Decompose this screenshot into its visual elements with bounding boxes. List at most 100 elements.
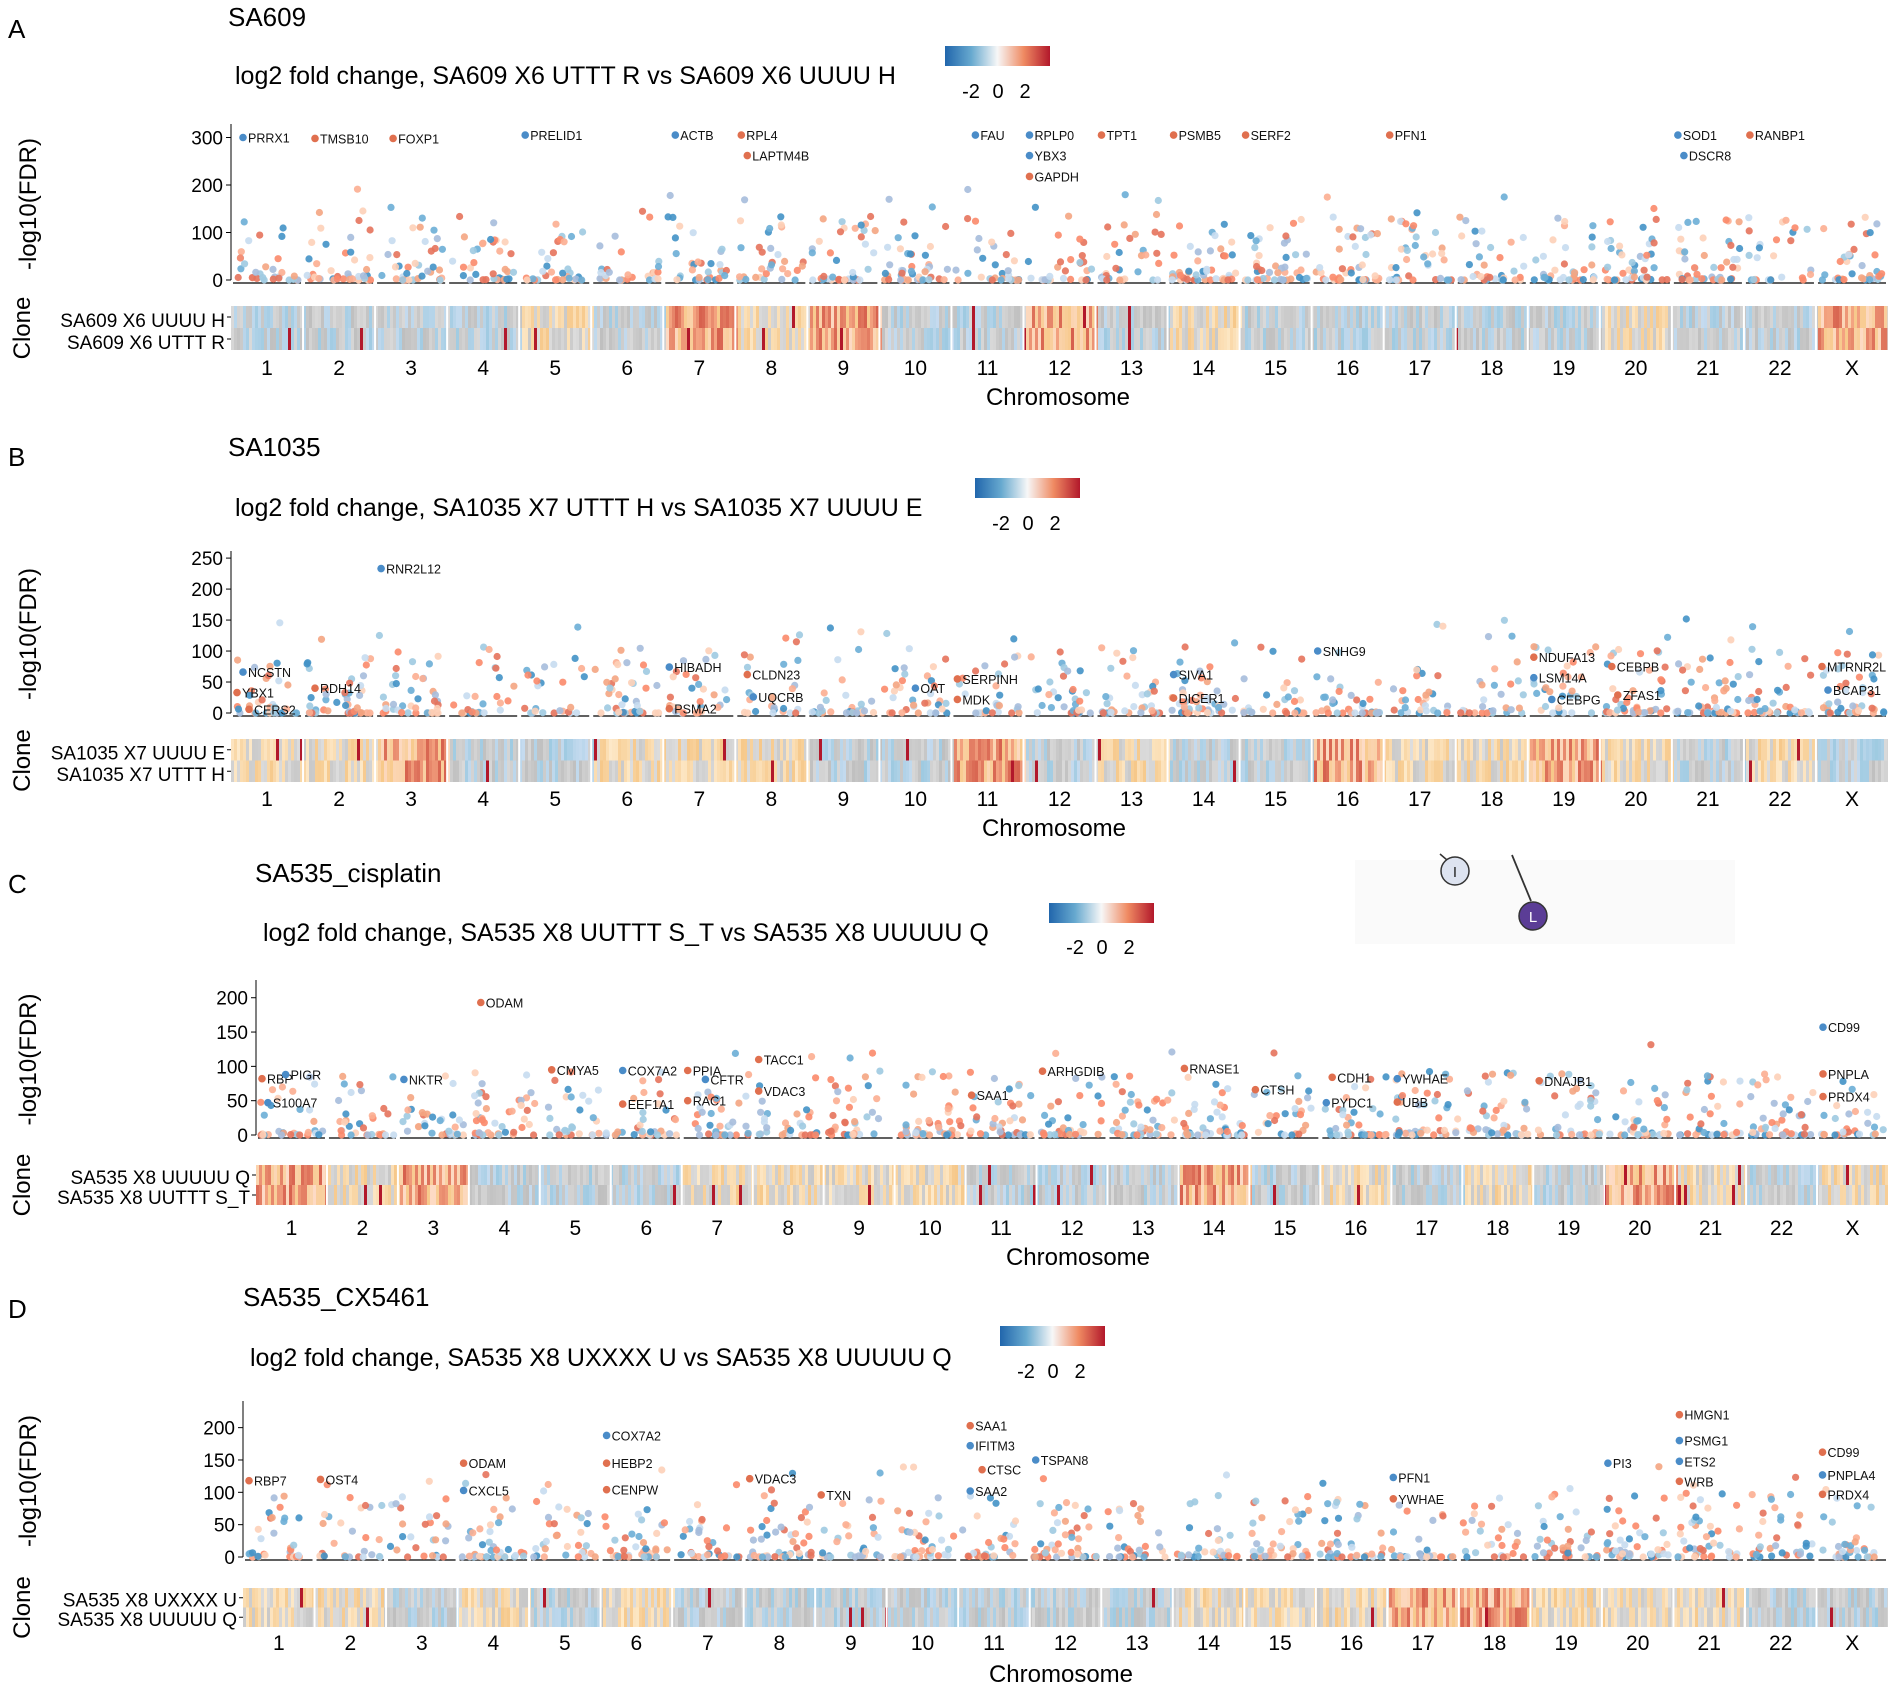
clone-stripe bbox=[1179, 328, 1183, 350]
scatter-point bbox=[888, 709, 896, 717]
scatter-point bbox=[1382, 1130, 1390, 1139]
scatter-point bbox=[1736, 1100, 1744, 1108]
scatter-point bbox=[543, 262, 551, 270]
clone-stripe bbox=[945, 739, 949, 761]
clone-stripe bbox=[1566, 760, 1570, 782]
scatter-point bbox=[721, 686, 729, 694]
clone-stripe bbox=[435, 760, 439, 782]
clone-stripe bbox=[1665, 328, 1669, 350]
clone-stripe bbox=[1125, 739, 1129, 761]
clone-stripe bbox=[699, 739, 703, 761]
clone-stripe bbox=[255, 760, 259, 782]
scatter-point bbox=[1216, 1127, 1224, 1135]
clone-stripe bbox=[1773, 739, 1777, 761]
scatter-point bbox=[1807, 671, 1815, 679]
clone-stripe bbox=[654, 760, 658, 782]
scatter-point bbox=[943, 709, 951, 717]
scatter-point bbox=[1729, 680, 1737, 688]
clone-stripe bbox=[1296, 760, 1300, 782]
clone-stripe bbox=[1776, 306, 1780, 328]
scatter-point bbox=[1069, 685, 1077, 694]
scatter-point bbox=[418, 1109, 426, 1117]
clone-stripe bbox=[1185, 760, 1189, 782]
scatter-point bbox=[472, 1110, 480, 1118]
gene-label: TPT1 bbox=[1107, 129, 1138, 143]
clone-stripe bbox=[897, 306, 901, 328]
scatter-point bbox=[523, 1106, 531, 1114]
panel-letter: C bbox=[8, 869, 27, 899]
clone-stripe bbox=[1209, 306, 1213, 328]
clone-stripe bbox=[375, 328, 379, 350]
scatter-point bbox=[1302, 1121, 1310, 1129]
clone-stripe bbox=[1098, 306, 1102, 328]
clone-stripe bbox=[1596, 739, 1600, 761]
clone-stripe bbox=[1836, 739, 1840, 761]
clone-stripe bbox=[1722, 739, 1726, 761]
scatter-point bbox=[381, 1131, 390, 1139]
clone-stripe bbox=[1770, 306, 1774, 328]
scatter-point bbox=[1061, 267, 1069, 275]
scatter-point bbox=[578, 276, 586, 284]
clone-stripe bbox=[978, 739, 982, 761]
clone-stripe bbox=[1635, 739, 1639, 761]
clone-stripe bbox=[723, 739, 727, 761]
clone-stripe bbox=[414, 328, 418, 350]
clone-stripe bbox=[1269, 760, 1273, 782]
clone-stripe bbox=[495, 306, 499, 328]
clone-stripe bbox=[723, 306, 727, 328]
scatter-point bbox=[1684, 1130, 1692, 1138]
scatter-point bbox=[902, 1081, 910, 1089]
clone-stripe bbox=[609, 306, 613, 328]
clone-stripe bbox=[1494, 328, 1498, 350]
scatter-point bbox=[1490, 681, 1498, 689]
scatter-point bbox=[1603, 275, 1611, 283]
clone-stripe bbox=[276, 760, 280, 782]
clone-stripe bbox=[666, 760, 670, 782]
scatter-point bbox=[696, 698, 704, 706]
clone-stripe bbox=[870, 306, 874, 328]
clone-stripe bbox=[1236, 328, 1240, 350]
chromosome-label: 15 bbox=[1264, 357, 1287, 380]
scatter-point bbox=[851, 1118, 859, 1126]
scatter-point bbox=[1639, 223, 1647, 231]
scatter-point bbox=[1697, 1120, 1705, 1128]
clone-stripe bbox=[1131, 306, 1135, 328]
clone-stripe bbox=[1692, 328, 1696, 350]
legend-tick-label: 0 bbox=[1096, 937, 1107, 959]
clone-stripe bbox=[1803, 739, 1807, 761]
clone-stripe bbox=[942, 306, 946, 328]
scatter-point bbox=[1224, 1085, 1232, 1093]
clone-stripe bbox=[1344, 328, 1348, 350]
clone-stripe bbox=[816, 739, 820, 761]
clone-stripe bbox=[450, 739, 454, 761]
clone-stripe bbox=[1368, 306, 1372, 328]
clone-stripe bbox=[912, 760, 916, 782]
clone-stripe bbox=[1023, 306, 1027, 328]
scatter-point bbox=[310, 1117, 318, 1125]
chromosome-label: 12 bbox=[1048, 357, 1071, 380]
clone-stripe bbox=[1761, 306, 1765, 328]
clone-stripe bbox=[744, 760, 748, 782]
clone-stripe bbox=[1206, 739, 1210, 761]
scatter-point bbox=[860, 226, 868, 234]
clone-stripe bbox=[1794, 306, 1798, 328]
scatter-point bbox=[353, 704, 361, 712]
clone-stripe bbox=[1116, 739, 1120, 761]
clone-stripe bbox=[483, 739, 487, 761]
clone-stripe bbox=[1824, 306, 1828, 328]
clone-stripe bbox=[1863, 328, 1867, 350]
scatter-point bbox=[1329, 273, 1337, 281]
clone-stripe bbox=[1101, 760, 1105, 782]
scatter-point bbox=[1507, 680, 1515, 688]
clone-stripe bbox=[1830, 739, 1834, 761]
scatter-point bbox=[1533, 689, 1541, 698]
scatter-point bbox=[1051, 1131, 1059, 1139]
clone-stripe bbox=[231, 760, 235, 782]
clone-stripe bbox=[327, 739, 331, 761]
scatter-point bbox=[1840, 276, 1848, 284]
scatter-point bbox=[438, 1131, 446, 1139]
clone-stripe bbox=[423, 328, 427, 350]
scatter-point bbox=[1374, 678, 1382, 686]
scatter-point bbox=[954, 276, 962, 284]
scatter-point bbox=[988, 276, 996, 284]
